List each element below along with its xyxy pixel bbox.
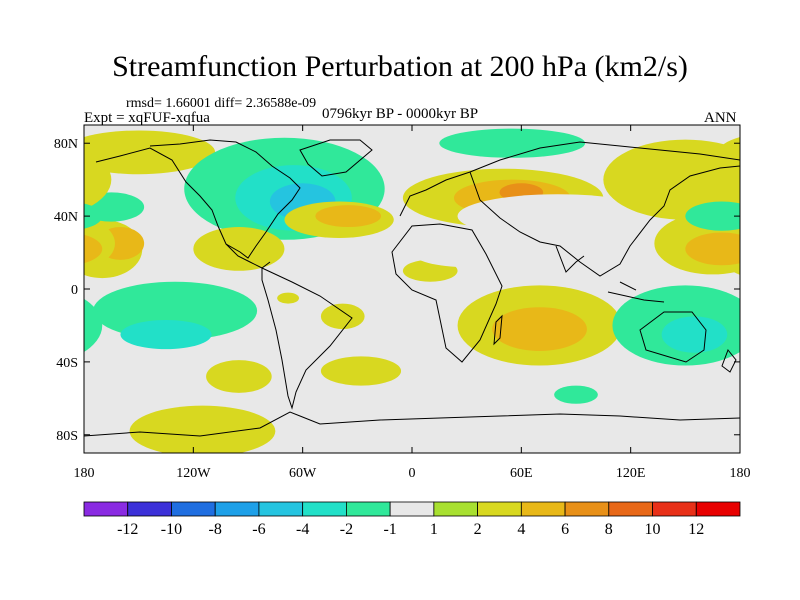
colorbar-swatch-13 [652,501,697,517]
experiment-label: Expt = xqFUF-xqfua [84,110,210,126]
x-tick-label-0: 180 [74,466,95,481]
field-region-14 [277,292,300,304]
field-region-25 [554,385,598,404]
chart-title: Streamfunction Perturbation at 200 hPa (… [112,50,688,83]
field-region-28 [685,232,740,266]
colorbar-label-7: 1 [430,521,438,538]
colorbar-swatch-8 [433,501,479,517]
coastline-maritime-continent [607,281,665,303]
coastline-north-america [95,139,301,259]
field-region-2-wrap [734,198,740,216]
colorbar-swatch-12 [608,501,653,517]
x-tick-label-1: 120W [176,466,211,481]
coastline-eurasia [399,141,740,277]
season-label: ANN [704,110,737,126]
coastline-central-america [225,243,271,269]
coastline-greenland [299,139,373,177]
coastline-new-zealand [721,349,737,373]
colorbar: -12 -10 -8 -6 -4 -2 -1 1 2 4 6 8 10 12 [83,501,741,538]
colorbar-swatch-10 [520,501,566,517]
field-region-6 [206,360,272,393]
colorbar-label-11: 8 [605,521,613,538]
colorbar-label-3: -6 [252,521,265,538]
colorbar-label-1: -10 [161,521,182,538]
colorbar-swatch-9 [477,501,522,517]
contour-field [84,128,740,453]
colorbar-swatch-5 [302,501,347,517]
x-tick-label-4: 60E [510,466,533,481]
coastline-south-america [261,267,353,410]
colorbar-swatch-6 [345,501,391,517]
colorbar-label-4: -4 [296,521,309,538]
colorbar-swatch-7 [389,501,435,517]
field-region-24 [492,307,587,351]
field-region-26-wrap [84,149,112,210]
rmsd-label: rmsd= 1.66001 diff= 2.36588e-09 [126,96,317,111]
coastline-antarctica [84,411,740,437]
y-tick-label-1: 40N [54,210,78,225]
colorbar-swatch-4 [258,501,304,517]
field-region-29 [685,201,740,231]
field-region-31 [661,316,728,353]
x-tick-label-3: 0 [409,466,416,481]
colorbar-label-2: -8 [209,521,222,538]
field-region-15 [320,356,402,386]
colorbar-swatch-0 [83,501,129,517]
y-tick-label-0: 80N [54,137,78,152]
coastline-madagascar [493,314,503,346]
field-region-5 [120,319,212,350]
y-tick-label-3: 40S [56,356,78,371]
colorbar-label-10: 6 [561,521,569,538]
field-region-30-wrap [84,298,103,352]
colorbar-swatch-14 [695,501,741,517]
field-region-3 [84,130,216,175]
field-region-20 [439,128,586,158]
field-region-22 [412,237,522,268]
field-region-12 [315,205,382,228]
colorbar-swatch-3 [214,501,260,517]
x-tick-label-6: 180 [730,466,751,481]
field-region-10 [193,227,285,271]
colorbar-label-13: 12 [688,521,704,538]
y-tick-label-2: 0 [71,283,78,298]
y-tick-label-4: 80S [56,429,78,444]
field-region-26 [603,139,740,220]
field-region-21 [457,194,658,238]
period-label: 0796kyr BP - 0000kyr BP [322,106,479,122]
field-region-29-wrap [84,203,103,229]
colorbar-swatch-1 [127,501,172,517]
coastline-indian-peninsula [555,245,585,273]
field-region-32 [129,405,276,453]
x-tick-label-2: 60W [289,466,317,481]
x-tick-label-5: 120E [616,466,646,481]
colorbar-label-8: 2 [474,521,482,538]
axes: 180 120W 60W 0 60E 120E 180 80N 40N 0 40S 80S [54,125,751,481]
colorbar-label-12: 10 [645,521,661,538]
colorbar-swatch-2 [171,501,216,517]
field-region-28-wrap [84,234,103,264]
colorbar-label-0: -12 [117,521,138,538]
colorbar-swatch-11 [564,501,610,517]
coastlines [84,139,740,437]
colorbar-label-9: 4 [517,521,525,538]
colorbar-label-5: -2 [340,521,353,538]
colorbar-label-6: -1 [383,521,396,538]
field-region-13 [320,303,365,330]
coastline-australia [639,311,707,363]
coastline-africa [391,223,503,363]
